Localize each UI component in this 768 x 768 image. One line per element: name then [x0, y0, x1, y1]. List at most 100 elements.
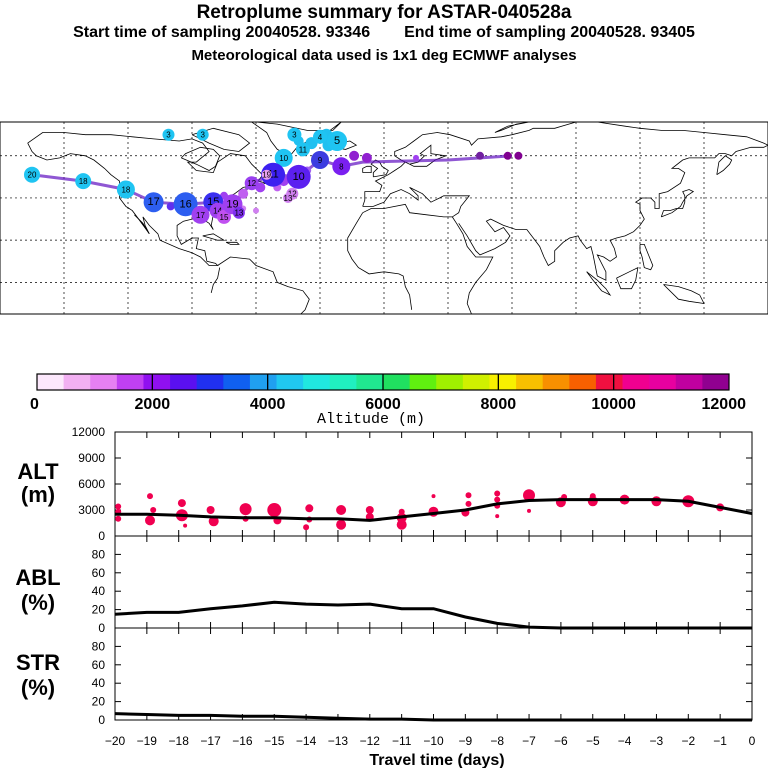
plume-dot — [413, 154, 419, 161]
alt-data-point — [115, 503, 122, 510]
plume-age-label: 10 — [279, 154, 288, 163]
plume-age-label: 20 — [28, 171, 37, 180]
colorbar-swatch — [196, 374, 224, 390]
plume-marker — [75, 173, 92, 190]
x-tick-label: −10 — [423, 734, 444, 748]
plume-marker — [332, 157, 351, 176]
plume-age-label: 18 — [121, 186, 130, 195]
x-tick-label: −11 — [392, 734, 412, 748]
borneo-coast — [616, 266, 639, 290]
colorbar-swatch — [276, 374, 304, 390]
alt-data-point — [651, 496, 662, 507]
colorbar-swatch — [383, 374, 411, 390]
panel-unit-label: (m) — [21, 482, 55, 507]
plume-marker — [232, 206, 245, 219]
alt-data-point — [495, 514, 500, 519]
x-tick-label: 0 — [749, 734, 756, 748]
japan-coast — [660, 189, 695, 218]
panel-unit-label: (%) — [21, 675, 55, 700]
alt-data-point — [305, 504, 314, 513]
sumatra-coast — [586, 271, 612, 297]
y-tick-label: 0 — [98, 713, 105, 727]
plume-marker — [327, 131, 348, 151]
x-tick-label: −8 — [490, 734, 504, 748]
y-tick-label: 9000 — [78, 451, 105, 465]
alt-mean-line — [115, 498, 753, 522]
str-panel: 0 20 40 60 80 STR(%) — [16, 627, 753, 727]
colorbar-swatch — [516, 374, 544, 390]
hudson-bay-coast — [181, 146, 221, 171]
plume-marker — [295, 142, 310, 157]
plume-age-label: 3 — [292, 131, 297, 140]
x-tick-label: −20 — [105, 734, 126, 748]
colorbar-swatch — [356, 374, 384, 390]
colorbar-swatch — [409, 374, 437, 390]
colorbar-swatch — [63, 374, 91, 390]
alt-data-point — [150, 507, 157, 513]
cuba-coast — [202, 233, 226, 241]
alt-panel: 0 3000 6000 9000 12000 ALT(m) — [17, 425, 753, 543]
plume-age-label: 13 — [234, 209, 243, 218]
colorbar-swatch — [170, 374, 198, 390]
plume-age-label: 15 — [220, 213, 229, 222]
alt-data-point — [465, 500, 472, 507]
colorbar-tick-label: 0 — [30, 396, 39, 413]
plume-marker — [244, 176, 259, 191]
plume-marker — [311, 151, 329, 169]
mediterranean-coast — [362, 187, 471, 218]
y-tick-label: 80 — [92, 639, 106, 653]
colorbar-swatch — [569, 374, 597, 390]
plume-marker — [286, 164, 311, 189]
alt-data-point — [183, 523, 188, 528]
plume-dot — [476, 151, 484, 160]
alt-data-point — [267, 503, 282, 517]
y-tick-label: 60 — [92, 566, 106, 580]
colorbar-swatch — [649, 374, 677, 390]
y-tick-label: 20 — [92, 603, 106, 617]
plume-age-label: 18 — [79, 177, 88, 186]
plume-marker — [162, 128, 175, 141]
plume-dot — [503, 151, 512, 160]
alt-data-point — [465, 492, 472, 499]
plume-age-label: 12 — [288, 190, 297, 199]
panel-unit-label: (%) — [21, 590, 55, 615]
x-tick-label: −4 — [618, 734, 632, 748]
plume-age-label: 3 — [200, 131, 205, 140]
plume-age-label: 14 — [213, 207, 222, 216]
y-tick-label: 12000 — [72, 425, 106, 439]
plume-age-label: 12 — [247, 179, 256, 188]
plume-marker — [287, 127, 302, 142]
south-america-west-coast — [210, 267, 221, 293]
hispaniola-coast — [225, 241, 240, 245]
africa-east-coast — [451, 216, 494, 315]
plume-age-label: 10 — [293, 171, 305, 183]
colorbar-swatch — [595, 374, 623, 390]
panel-title: STR — [16, 650, 60, 675]
str-series-line — [114, 712, 752, 722]
alt-data-point — [115, 515, 122, 522]
y-tick-label: 6000 — [78, 477, 105, 491]
colorbar-tick-label: 6000 — [365, 396, 401, 413]
y-tick-label: 0 — [98, 529, 105, 543]
alt-data-point — [365, 506, 374, 514]
abl-panel: 0 20 40 60 80 ABL(%) — [15, 535, 753, 635]
x-tick-label: −1 — [713, 734, 727, 748]
x-tick-label: −18 — [169, 734, 190, 748]
africa-coast — [347, 212, 413, 310]
y-tick-label: 20 — [92, 695, 106, 709]
panel-title: ALT — [17, 459, 59, 484]
plume-dot — [166, 202, 175, 211]
colorbar-swatch — [702, 374, 730, 390]
x-tick-label: −14 — [296, 734, 317, 748]
colorbar-swatch — [223, 374, 251, 390]
plume-age-label: 17 — [147, 196, 159, 208]
plume-dot — [238, 188, 249, 199]
colorbar-swatch — [249, 374, 277, 390]
y-tick-label: 80 — [92, 547, 106, 561]
alt-data-point — [523, 489, 535, 502]
alt-data-point — [177, 499, 186, 508]
plume-marker — [173, 192, 198, 217]
alt-data-point — [206, 506, 215, 514]
